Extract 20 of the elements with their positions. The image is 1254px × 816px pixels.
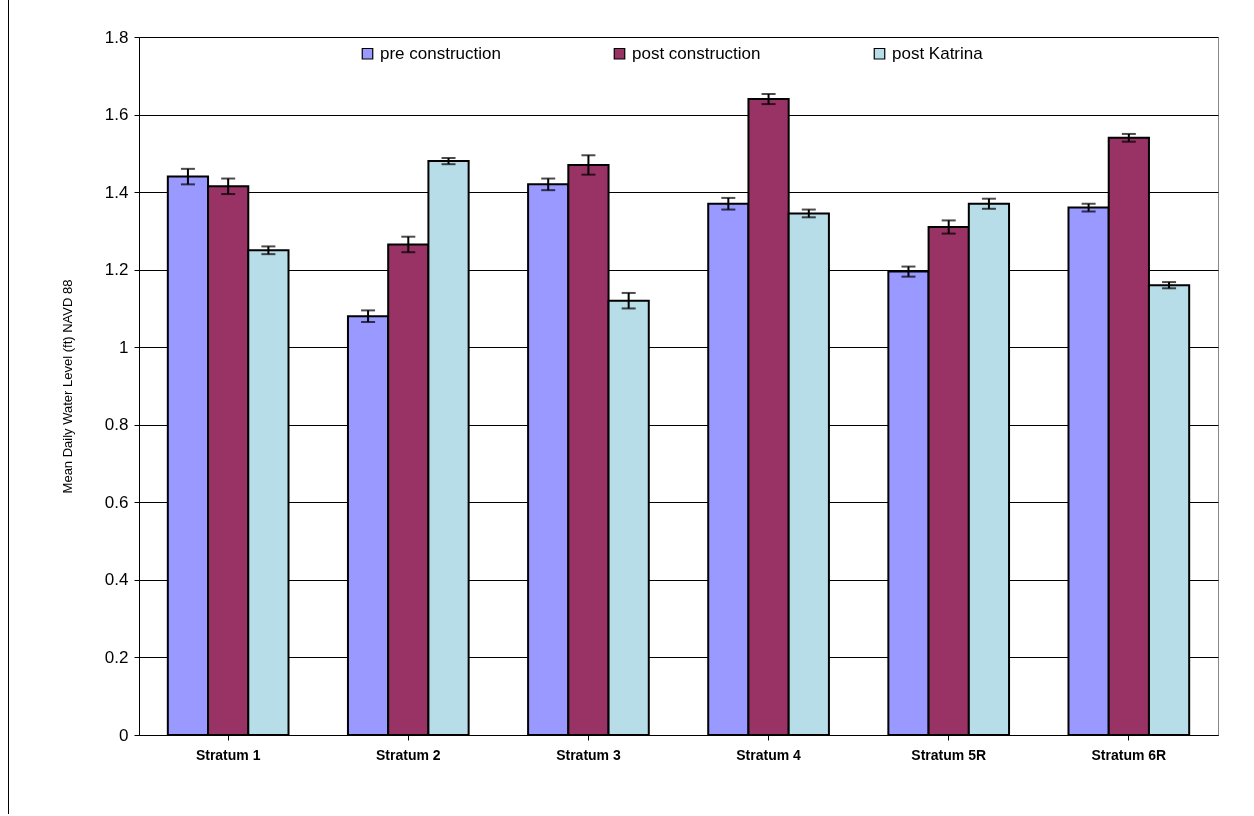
y-tick-label: 1.4	[104, 182, 129, 202]
y-tick-label: 0.6	[104, 492, 129, 512]
x-tick-label: Stratum 5R	[911, 746, 987, 763]
y-tick-label: 0	[119, 725, 129, 745]
y-tick-label: 1	[119, 337, 129, 357]
x-tick-label: Stratum 1	[195, 746, 261, 763]
x-tick-label: Stratum 2	[376, 746, 441, 763]
legend-label: pre construction	[380, 43, 501, 63]
y-tick-label: 1.8	[104, 27, 129, 47]
y-axis-title: Mean Daily Water Level (ft) NAVD 88	[59, 279, 75, 494]
x-tick-label: Stratum 4	[736, 746, 802, 763]
y-tick-label: 1.6	[104, 105, 129, 125]
y-tick-label: 0.4	[104, 570, 129, 590]
legend-label: post construction	[632, 43, 761, 63]
y-tick-label: 1.2	[104, 260, 129, 280]
x-tick-label: Stratum 3	[556, 746, 621, 763]
x-tick-label: Stratum 6R	[1091, 746, 1167, 763]
y-tick-label: 0.8	[104, 415, 129, 435]
y-tick-label: 0.2	[104, 647, 129, 667]
legend-label: post Katrina	[892, 43, 984, 63]
